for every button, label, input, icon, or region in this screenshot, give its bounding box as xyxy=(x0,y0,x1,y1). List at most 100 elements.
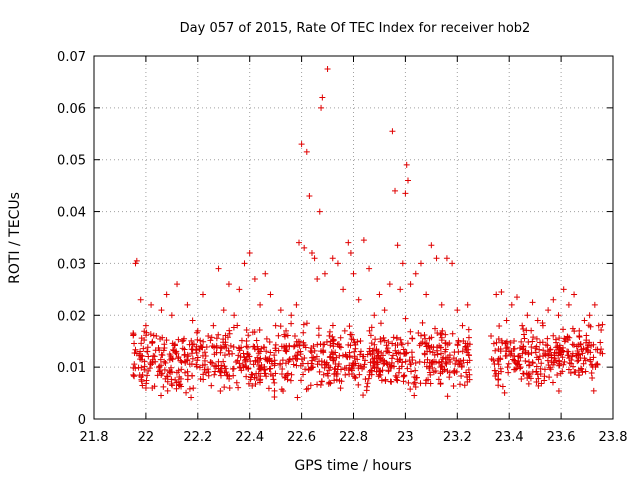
data-point xyxy=(550,296,557,303)
data-point xyxy=(541,377,548,384)
data-point xyxy=(497,345,504,352)
x-tick-label: 22.8 xyxy=(339,430,368,445)
data-point xyxy=(393,335,400,342)
data-point xyxy=(432,325,439,332)
data-point xyxy=(392,372,399,379)
data-point xyxy=(399,260,406,267)
data-point xyxy=(371,360,378,367)
data-point xyxy=(213,335,220,342)
data-point xyxy=(156,363,163,370)
data-point xyxy=(412,360,419,367)
data-point xyxy=(236,286,243,293)
data-point xyxy=(133,257,140,264)
data-point xyxy=(189,372,196,379)
data-point xyxy=(257,301,264,308)
data-point xyxy=(464,301,471,308)
data-point xyxy=(457,381,464,388)
data-point xyxy=(327,338,334,345)
data-point xyxy=(556,362,563,369)
data-point xyxy=(229,366,236,373)
data-point xyxy=(153,333,160,340)
data-point xyxy=(205,333,212,340)
data-point xyxy=(521,335,528,342)
data-point xyxy=(330,357,337,364)
data-point xyxy=(226,351,233,358)
data-point xyxy=(465,334,472,341)
data-point xyxy=(587,323,594,330)
data-point xyxy=(151,353,158,360)
data-point xyxy=(357,348,364,355)
data-point xyxy=(200,338,207,345)
data-point xyxy=(218,345,225,352)
data-point xyxy=(327,364,334,371)
data-point xyxy=(321,364,328,371)
data-point xyxy=(575,357,582,364)
data-point xyxy=(211,371,218,378)
data-point xyxy=(456,358,463,365)
data-point xyxy=(317,381,324,388)
data-point xyxy=(199,291,206,298)
data-point xyxy=(460,337,467,344)
data-point xyxy=(451,367,458,374)
data-point xyxy=(360,392,367,399)
data-point xyxy=(182,369,189,376)
data-point xyxy=(427,348,434,355)
data-point xyxy=(203,369,209,376)
data-point xyxy=(492,347,499,354)
data-point xyxy=(552,357,559,364)
data-point xyxy=(434,329,441,336)
data-point xyxy=(158,392,165,399)
data-point xyxy=(533,335,540,342)
data-point xyxy=(141,363,148,370)
data-point xyxy=(283,348,290,355)
data-point xyxy=(411,392,418,399)
y-tick-label: 0.07 xyxy=(57,50,86,65)
data-point xyxy=(149,384,156,391)
data-point xyxy=(426,335,433,342)
data-point xyxy=(425,343,432,350)
data-point xyxy=(133,350,140,357)
data-point xyxy=(449,330,456,337)
data-point xyxy=(428,242,435,249)
data-point xyxy=(354,338,361,345)
data-point xyxy=(355,362,362,369)
data-point xyxy=(333,376,340,383)
data-point xyxy=(407,386,414,393)
data-point xyxy=(425,376,432,383)
data-point xyxy=(441,366,448,373)
data-point xyxy=(449,260,456,267)
data-point xyxy=(143,377,150,384)
data-point xyxy=(502,340,509,347)
data-point xyxy=(204,366,211,373)
data-point xyxy=(318,378,325,385)
data-point xyxy=(555,388,562,395)
data-point xyxy=(321,270,328,277)
data-point xyxy=(287,377,294,384)
data-point xyxy=(379,352,386,359)
data-point xyxy=(184,376,191,383)
data-point xyxy=(247,358,254,365)
data-point xyxy=(501,389,508,396)
data-point xyxy=(442,359,449,366)
data-point xyxy=(293,301,300,308)
data-point xyxy=(356,371,363,378)
data-point xyxy=(207,337,214,344)
data-point xyxy=(267,291,274,298)
data-point xyxy=(205,372,212,379)
data-point xyxy=(271,387,278,394)
data-point xyxy=(576,332,583,339)
data-point xyxy=(417,332,424,339)
data-point xyxy=(243,327,250,334)
data-point xyxy=(400,372,407,379)
data-point xyxy=(518,376,525,383)
data-point xyxy=(181,351,188,358)
data-point xyxy=(178,383,185,390)
data-point xyxy=(338,378,345,385)
data-point xyxy=(342,371,349,378)
data-point xyxy=(570,363,577,370)
data-point xyxy=(546,364,553,371)
data-point xyxy=(137,348,144,355)
data-point xyxy=(538,380,545,387)
data-point xyxy=(463,369,470,376)
data-point xyxy=(525,351,532,358)
